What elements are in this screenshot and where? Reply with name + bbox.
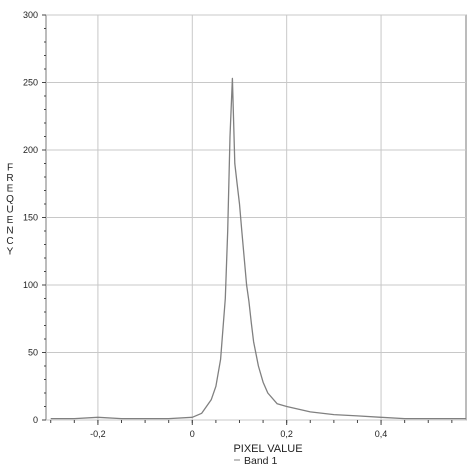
y-axis-label-letter: C xyxy=(6,236,13,247)
series-line-band-1 xyxy=(50,77,466,420)
x-tick-label: -0,2 xyxy=(90,429,106,439)
y-axis-label-letter: N xyxy=(6,226,13,237)
y-tick-label: 250 xyxy=(23,78,38,88)
x-tick-label: 0 xyxy=(190,429,195,439)
y-axis-label-letter: F xyxy=(7,163,13,174)
legend: Band 1 xyxy=(234,455,277,467)
y-tick-label: 0 xyxy=(33,415,38,425)
y-axis-label-letter: E xyxy=(7,184,14,195)
y-axis-label-letter: R xyxy=(6,173,13,184)
y-axis-label-letter: E xyxy=(7,215,14,226)
axis-ticks: -0,2 0 0,2 0,4 0 50 100 150 200 250 300 xyxy=(23,10,453,439)
y-tick-label: 150 xyxy=(23,213,38,223)
y-axis-label-letter: Y xyxy=(7,247,14,258)
x-axis-label: PIXEL VALUE xyxy=(233,443,302,455)
y-tick-label: 300 xyxy=(23,10,38,20)
y-tick-label: 50 xyxy=(28,348,38,358)
y-axis-label-letter: U xyxy=(6,205,13,216)
x-tick-label: 0,4 xyxy=(375,429,388,439)
x-tick-label: 0,2 xyxy=(280,429,293,439)
series-layer xyxy=(50,77,466,420)
grid-lines xyxy=(46,14,466,421)
y-tick-label: 200 xyxy=(23,145,38,155)
legend-label: Band 1 xyxy=(244,455,277,467)
y-axis-label-letter: Q xyxy=(6,194,14,205)
y-tick-label: 100 xyxy=(23,280,38,290)
